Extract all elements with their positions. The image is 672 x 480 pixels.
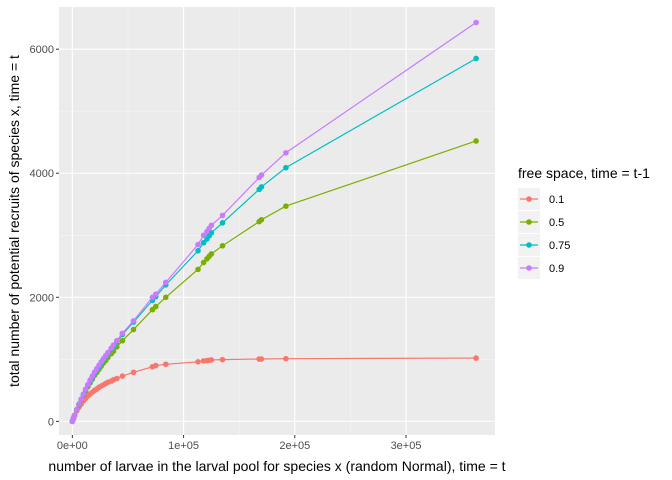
x-tick-label: 3e+05 <box>391 440 422 452</box>
data-point <box>80 391 87 397</box>
data-point <box>130 369 137 376</box>
data-point <box>195 247 201 254</box>
series-0-9 <box>69 19 479 425</box>
data-point <box>219 356 226 363</box>
legend-label: 0.5 <box>549 217 564 229</box>
data-point <box>219 212 226 219</box>
data-point <box>78 396 85 402</box>
data-point <box>119 337 126 344</box>
data-point <box>219 220 226 226</box>
y-tick-label: 0 <box>48 416 54 428</box>
data-point <box>114 375 120 382</box>
y-axis: 0 2000 4000 6000 <box>30 44 59 428</box>
data-point <box>258 216 265 223</box>
data-point <box>208 222 215 229</box>
x-axis: 0e+00 1e+05 2e+05 3e+05 <box>57 435 422 452</box>
legend-label: 0.9 <box>549 263 564 275</box>
data-point <box>105 349 111 356</box>
data-point <box>162 294 169 301</box>
data-point <box>85 381 91 388</box>
data-point <box>200 239 207 246</box>
data-point <box>152 291 159 297</box>
legend-key-point <box>526 219 532 225</box>
plot-panel <box>59 7 495 435</box>
data-point <box>473 355 479 361</box>
data-point <box>473 19 479 26</box>
x-tick-label: 1e+05 <box>168 440 199 452</box>
data-point <box>208 229 215 236</box>
legend-key-point <box>526 265 532 271</box>
data-point <box>82 386 89 392</box>
data-point <box>119 373 126 379</box>
x-tick-label: 0e+00 <box>57 440 88 452</box>
data-point <box>283 203 289 209</box>
data-point <box>162 279 169 286</box>
data-point <box>200 232 207 239</box>
data-point <box>130 326 137 333</box>
data-point <box>73 406 80 413</box>
data-point <box>473 55 479 62</box>
data-point <box>195 266 201 273</box>
data-point <box>114 337 120 344</box>
data-point <box>219 243 226 249</box>
data-point <box>76 401 82 407</box>
data-point <box>258 172 265 178</box>
data-point <box>130 318 137 324</box>
minor-gridlines <box>59 7 495 435</box>
data-point <box>200 259 207 266</box>
data-point <box>71 412 78 419</box>
data-point <box>283 355 289 362</box>
data-point <box>473 138 479 144</box>
data-point <box>119 330 126 337</box>
data-point <box>208 251 215 257</box>
data-point <box>258 184 265 190</box>
data-point <box>208 357 215 363</box>
data-point <box>195 359 201 365</box>
series-layer <box>69 19 479 425</box>
y-axis-title: total number of potential recruits of sp… <box>6 55 22 387</box>
y-tick-label: 4000 <box>30 168 54 180</box>
y-tick-label: 2000 <box>30 292 54 304</box>
data-point <box>283 164 289 171</box>
x-tick-label: 2e+05 <box>279 440 310 452</box>
legend-key-point <box>526 196 532 202</box>
data-point <box>162 361 169 368</box>
legend-label: 0.1 <box>549 194 564 206</box>
legend-key-point <box>526 242 532 248</box>
y-tick-label: 6000 <box>30 44 54 56</box>
legend-label: 0.75 <box>549 240 570 252</box>
data-point <box>152 362 159 369</box>
data-point <box>195 241 201 248</box>
data-point <box>283 149 289 156</box>
major-gridlines <box>59 7 495 435</box>
data-point <box>110 342 117 348</box>
data-point <box>152 303 159 310</box>
legend: free space, time = t-1 0.1 0.5 0.75 0.9 <box>518 165 650 279</box>
legend-title: free space, time = t-1 <box>518 165 650 181</box>
x-axis-title: number of larvae in the larval pool for … <box>48 458 505 474</box>
data-point <box>258 356 265 362</box>
